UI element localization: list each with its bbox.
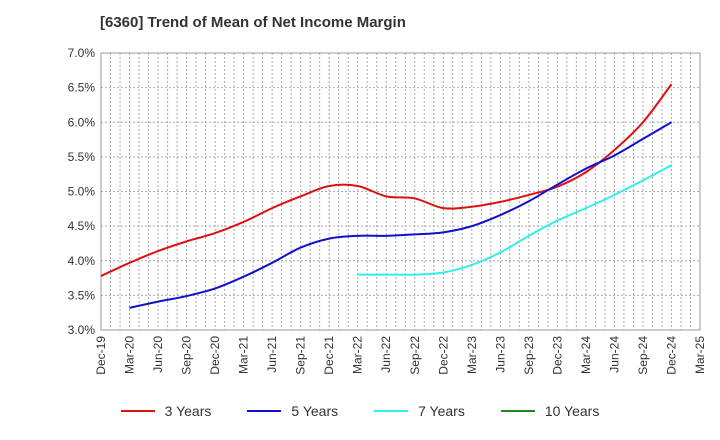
chart-title: [6360] Trend of Mean of Net Income Margi… [100,14,406,31]
x-axis: Dec-19 Mar-20 Jun-20 Sep-20 Dec-20 Mar-21 Jun-… [94,336,707,375]
x-tick-label: Dec-23 [550,336,564,375]
legend-item-5-years: 5 Years [247,403,338,419]
series-line-3-years [100,83,673,277]
y-tick-label: 3.5% [68,288,96,302]
x-tick-label: Jun-24 [607,336,621,373]
x-tick-label: Jun-22 [379,336,393,373]
x-tick-label: Sep-21 [294,336,308,375]
legend-label: 10 Years [544,403,600,419]
y-tick-label: 4.0% [68,254,96,268]
y-tick-label: 7.0% [68,46,96,60]
y-tick-label: 5.5% [68,150,96,164]
x-tick-label: Mar-22 [351,336,365,374]
legend: 3 Years 5 Years 7 Years 10 Years [0,403,720,419]
y-tick-label: 4.5% [68,219,96,233]
legend-label: 3 Years [164,403,212,419]
x-tick-label: Mar-21 [237,336,251,374]
plot-area [100,52,701,331]
legend-item-10-years: 10 Years [500,403,600,419]
x-tick-label: Dec-19 [94,336,108,375]
series-lines [100,83,673,309]
series-line-5-years [129,121,672,309]
legend-label: 7 Years [418,403,465,419]
y-tick-label: 3.0% [68,323,96,337]
y-axis: 3.0% 3.5% 4.0% 4.5% 5.0% 5.5% 6.0% 6.5% 7.0% [68,46,96,337]
x-tick-label: Jun-20 [151,336,165,373]
x-tick-label: Dec-22 [436,336,450,375]
y-tick-label: 6.0% [68,115,96,129]
x-tick-label: Mar-20 [123,336,137,374]
grid-lines [101,52,700,331]
legend-item-3-years: 3 Years [120,403,212,419]
x-tick-label: Dec-20 [208,336,222,375]
y-tick-label: 6.5% [68,81,96,95]
legend-swatch [247,410,282,412]
legend-swatch [374,410,409,412]
x-tick-label: Sep-20 [180,336,194,375]
x-tick-label: Mar-25 [693,336,707,374]
y-tick-label: 5.0% [68,185,96,199]
x-tick-label: Jun-21 [265,336,279,373]
x-tick-label: Dec-21 [322,336,336,375]
x-tick-label: Sep-23 [522,336,536,375]
x-tick-label: Sep-22 [408,336,422,375]
legend-label: 5 Years [291,403,339,419]
legend-swatch [500,410,535,412]
series-line-7-years [357,164,672,276]
x-tick-label: Mar-24 [579,336,593,374]
legend-item-7-years: 7 Years [374,403,465,419]
x-tick-label: Sep-24 [636,336,650,375]
x-tick-label: Dec-24 [664,336,678,375]
x-tick-label: Jun-23 [493,336,507,373]
x-tick-label: Mar-23 [465,336,479,374]
legend-swatch [120,410,155,412]
